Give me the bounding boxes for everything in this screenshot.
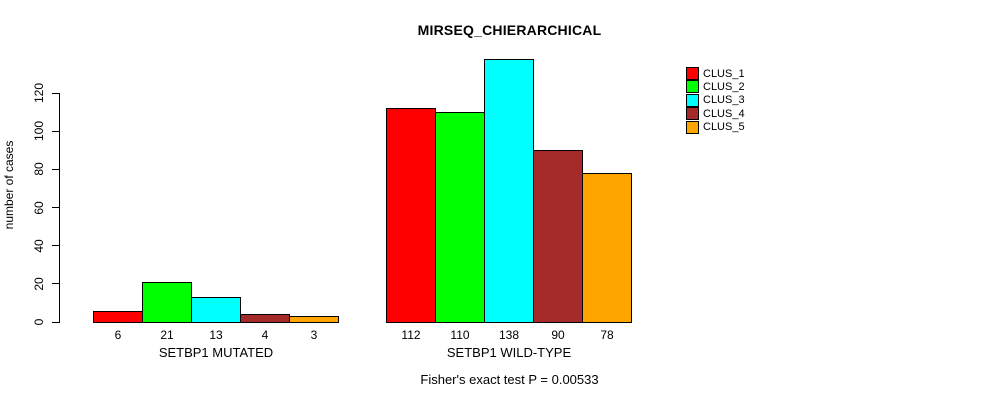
bar	[289, 316, 339, 323]
bar-value-label: 138	[498, 328, 520, 342]
bar-value-label: 78	[600, 328, 614, 342]
y-tick-label: 120	[32, 82, 46, 104]
bar-value-label: 6	[114, 328, 122, 342]
bar-value-label: 110	[450, 328, 470, 342]
y-tick-mark	[52, 130, 59, 132]
y-tick-label: 40	[32, 238, 46, 253]
category-label: SETBP1 WILD-TYPE	[446, 345, 572, 360]
legend-row: CLUS_3	[686, 93, 745, 107]
legend-row: CLUS_4	[686, 107, 745, 121]
y-tick-mark	[52, 321, 59, 323]
y-tick-mark	[52, 92, 59, 94]
chart-title: MIRSEQ_CHIERARCHICAL	[417, 22, 602, 38]
category-label: SETBP1 MUTATED	[158, 345, 274, 360]
y-tick-mark	[52, 207, 59, 208]
bar	[435, 112, 485, 323]
bar	[240, 314, 290, 323]
legend-row: CLUS_5	[686, 120, 745, 134]
legend-row: CLUS_1	[686, 67, 745, 80]
y-tick-label: 80	[32, 162, 46, 177]
y-tick-label: 60	[32, 200, 46, 215]
bar	[191, 297, 241, 323]
bar	[533, 150, 583, 323]
legend-label: CLUS_2	[703, 80, 745, 93]
y-tick-mark	[52, 283, 59, 285]
legend-swatch	[686, 67, 699, 80]
bar	[93, 310, 143, 323]
bar	[386, 108, 436, 323]
y-tick-mark	[52, 245, 59, 247]
y-tick-label: 0	[32, 318, 46, 326]
bar-value-label: 4	[261, 328, 269, 342]
footnote-text: Fisher's exact test P = 0.00533	[420, 372, 599, 387]
y-axis-line	[59, 93, 60, 323]
legend-label: CLUS_5	[703, 121, 745, 134]
legend-label: CLUS_1	[703, 67, 745, 80]
bar	[142, 281, 192, 323]
legend-swatch	[686, 80, 699, 94]
bar-value-label: 90	[551, 328, 565, 342]
y-tick-mark	[52, 168, 59, 170]
legend-swatch	[686, 93, 699, 107]
legend-row: CLUS_2	[686, 80, 745, 94]
bar	[582, 173, 632, 323]
legend-swatch	[686, 120, 699, 134]
legend-swatch	[686, 107, 699, 121]
bar-value-label: 13	[209, 328, 223, 342]
legend-label: CLUS_4	[703, 107, 745, 120]
y-tick-label: 100	[32, 121, 46, 142]
bar-value-label: 3	[310, 328, 318, 342]
bar-value-label: 21	[160, 328, 174, 342]
y-axis-label: number of cases	[2, 140, 16, 230]
bar-value-label: 112	[401, 328, 421, 342]
legend-label: CLUS_3	[703, 94, 745, 107]
y-tick-label: 20	[32, 277, 46, 291]
bar	[484, 58, 534, 323]
